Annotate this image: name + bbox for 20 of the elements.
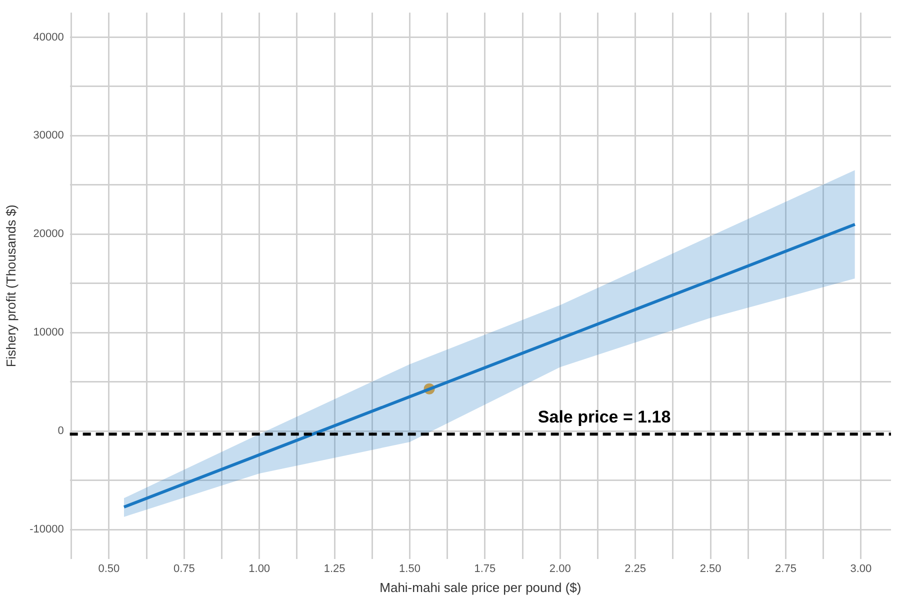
y-tick-label: -10000 bbox=[30, 524, 64, 536]
x-tick-label: 0.75 bbox=[173, 562, 195, 575]
x-tick-label: 1.75 bbox=[474, 562, 496, 575]
annotation: Sale price = 1.18 bbox=[538, 407, 671, 426]
x-tick-label: 2.75 bbox=[775, 562, 796, 575]
x-tick-label: 1.00 bbox=[248, 562, 270, 575]
y-tick-label: 30000 bbox=[33, 130, 64, 142]
y-tick-label: 10000 bbox=[33, 326, 64, 339]
y-tick-label: 40000 bbox=[33, 31, 64, 44]
y-tick-label: 0 bbox=[58, 425, 64, 438]
x-tick-label: 0.50 bbox=[98, 562, 120, 575]
x-tick-label: 3.00 bbox=[850, 562, 872, 575]
x-axis-title: Mahi-mahi sale price per pound ($) bbox=[380, 580, 582, 595]
x-tick-label: 1.25 bbox=[324, 562, 346, 575]
y-tick-label: 20000 bbox=[33, 228, 64, 240]
x-tick-label: 2.50 bbox=[700, 562, 722, 575]
x-tick-label: 2.00 bbox=[549, 562, 571, 575]
x-tick-label: 1.50 bbox=[399, 562, 420, 575]
x-tick-label: 2.25 bbox=[624, 562, 646, 575]
y-axis-title: Fishery profit (Thousands $) bbox=[3, 204, 18, 368]
